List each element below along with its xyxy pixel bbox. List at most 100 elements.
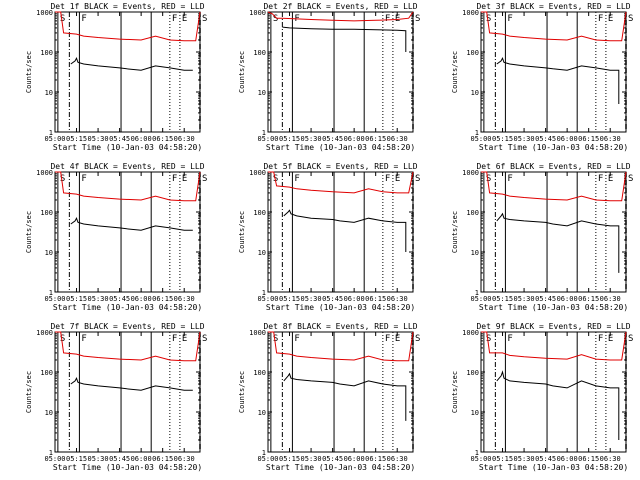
panel-title: Det 1f BLACK = Events, RED = LLD bbox=[50, 2, 204, 11]
x-axis-label: Start Time (10-Jan-03 04:58:20) bbox=[53, 463, 202, 472]
lld-rate-line bbox=[267, 11, 414, 22]
x-tick-label: 06:15 bbox=[365, 295, 386, 303]
events-rate-line bbox=[496, 212, 620, 273]
y-axis-label: Counts/sec bbox=[238, 51, 246, 93]
x-tick-label: 05:15 bbox=[66, 455, 87, 463]
lld-rate-line bbox=[55, 11, 201, 42]
plot-frame bbox=[267, 171, 414, 293]
x-axis-label: Start Time (10-Jan-03 04:58:20) bbox=[479, 303, 628, 312]
x-tick-label: 05:00 bbox=[44, 295, 65, 303]
event-marker-label: F bbox=[294, 174, 299, 184]
y-tick-label: 1000 bbox=[462, 329, 479, 337]
event-marker-label: S bbox=[60, 14, 65, 24]
events-rate-line bbox=[283, 209, 407, 252]
x-tick-label: 05:00 bbox=[44, 135, 65, 143]
x-tick-label: 05:30 bbox=[88, 135, 109, 143]
x-tick-label: 05:15 bbox=[492, 295, 513, 303]
y-axis-label: Counts/sec bbox=[238, 211, 246, 253]
x-tick-label: 06:00 bbox=[344, 135, 365, 143]
event-marker-label: S bbox=[486, 14, 491, 24]
x-tick-label: 06:15 bbox=[365, 135, 386, 143]
lld-rate-line bbox=[268, 331, 414, 362]
y-tick-label: 1 bbox=[475, 289, 479, 297]
events-rate-line bbox=[283, 372, 407, 421]
y-tick-label: 1 bbox=[49, 129, 53, 137]
x-tick-label: 05:15 bbox=[492, 135, 513, 143]
y-tick-label: 1 bbox=[262, 289, 266, 297]
events-rate-line bbox=[496, 370, 620, 440]
event-marker-label: F bbox=[507, 14, 512, 24]
panel-title: Det 4f BLACK = Events, RED = LLD bbox=[50, 162, 204, 171]
detector-panel-6: Det 6f BLACK = Events, RED = LLD 1 10 100 10… bbox=[451, 162, 633, 312]
x-tick-label: 06:30 bbox=[387, 455, 408, 463]
plot-frame bbox=[54, 171, 201, 293]
x-axis-label: Start Time (10-Jan-03 04:58:20) bbox=[53, 143, 202, 152]
event-marker-label: F bbox=[81, 174, 86, 184]
y-tick-label: 1000 bbox=[36, 9, 53, 17]
x-tick-label: 06:30 bbox=[600, 135, 621, 143]
detector-panel-4: Det 4f BLACK = Events, RED = LLD 1 10 100 10… bbox=[25, 162, 207, 312]
x-tick-label: 05:45 bbox=[535, 135, 556, 143]
event-marker-label: S bbox=[202, 174, 207, 184]
event-marker-label: S bbox=[415, 334, 420, 344]
x-tick-label: 06:00 bbox=[131, 455, 152, 463]
event-marker-label: F bbox=[385, 14, 390, 24]
event-marker-label: S bbox=[273, 14, 278, 24]
y-tick-label: 1000 bbox=[249, 169, 266, 177]
y-axis-label: Counts/sec bbox=[25, 51, 33, 93]
event-marker-label: F bbox=[294, 334, 299, 344]
events-rate-line bbox=[70, 56, 193, 71]
detector-panel-9: Det 9f BLACK = Events, RED = LLD 1 10 100 10… bbox=[451, 322, 633, 472]
y-tick-label: 10 bbox=[258, 249, 266, 257]
y-tick-label: 1 bbox=[475, 449, 479, 457]
detector-panel-8: Det 8f BLACK = Events, RED = LLD 1 10 100 10… bbox=[238, 322, 420, 472]
event-marker-label: F bbox=[172, 334, 177, 344]
plot-frame bbox=[54, 331, 201, 453]
event-marker-label: F bbox=[172, 174, 177, 184]
y-tick-label: 100 bbox=[253, 209, 266, 217]
y-tick-label: 100 bbox=[40, 209, 53, 217]
event-marker-label: F bbox=[507, 174, 512, 184]
event-marker-label: F bbox=[598, 14, 603, 24]
event-marker-label: S bbox=[486, 174, 491, 184]
panel-title: Det 7f BLACK = Events, RED = LLD bbox=[50, 322, 204, 331]
x-tick-label: 05:30 bbox=[88, 455, 109, 463]
y-tick-label: 10 bbox=[471, 249, 479, 257]
x-tick-label: 05:30 bbox=[301, 295, 322, 303]
event-marker-label: F bbox=[81, 14, 86, 24]
event-marker-label: S bbox=[60, 334, 65, 344]
x-tick-label: 05:45 bbox=[109, 135, 130, 143]
lld-rate-line bbox=[481, 171, 627, 202]
x-tick-label: 05:00 bbox=[44, 455, 65, 463]
x-tick-label: 05:00 bbox=[470, 135, 491, 143]
event-marker-label: E bbox=[182, 14, 187, 24]
panel-title: Det 3f BLACK = Events, RED = LLD bbox=[476, 2, 630, 11]
plot-frame bbox=[54, 11, 201, 133]
x-axis-label: Start Time (10-Jan-03 04:58:20) bbox=[479, 463, 628, 472]
events-rate-line bbox=[70, 216, 193, 231]
event-marker-label: S bbox=[202, 14, 207, 24]
x-tick-label: 06:00 bbox=[344, 455, 365, 463]
panel-title: Det 2f BLACK = Events, RED = LLD bbox=[263, 2, 417, 11]
x-tick-label: 05:15 bbox=[492, 455, 513, 463]
lld-rate-line bbox=[481, 331, 627, 361]
event-marker-label: E bbox=[608, 14, 613, 24]
x-axis-label: Start Time (10-Jan-03 04:58:20) bbox=[53, 303, 202, 312]
panel-title: Det 8f BLACK = Events, RED = LLD bbox=[263, 322, 417, 331]
y-axis-label: Counts/sec bbox=[25, 211, 33, 253]
x-tick-label: 06:30 bbox=[174, 455, 195, 463]
event-marker-label: F bbox=[385, 334, 390, 344]
y-tick-label: 1 bbox=[262, 129, 266, 137]
x-tick-label: 05:45 bbox=[535, 455, 556, 463]
event-marker-label: S bbox=[415, 174, 420, 184]
y-tick-label: 1000 bbox=[462, 9, 479, 17]
x-tick-label: 05:45 bbox=[322, 455, 343, 463]
events-rate-line bbox=[70, 376, 193, 391]
x-tick-label: 05:00 bbox=[470, 295, 491, 303]
y-tick-label: 100 bbox=[253, 369, 266, 377]
y-tick-label: 1 bbox=[49, 289, 53, 297]
events-rate-line bbox=[496, 56, 620, 104]
event-marker-label: F bbox=[81, 334, 86, 344]
plot-frame bbox=[480, 171, 627, 293]
event-marker-label: F bbox=[507, 334, 512, 344]
